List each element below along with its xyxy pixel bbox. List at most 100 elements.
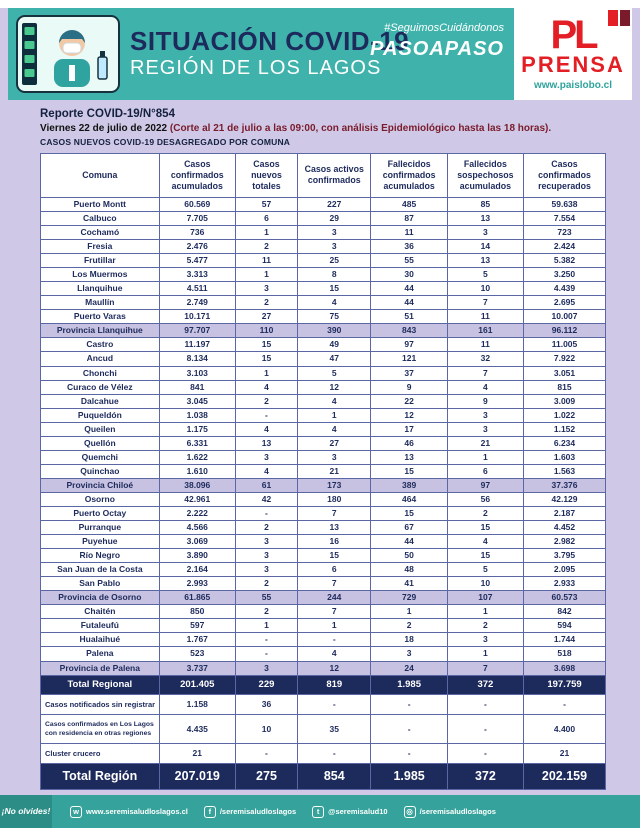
table-row: Ancud 8.134 15 47 121 32 7.922 <box>40 351 606 367</box>
table-row: Puerto Octay 2.222-7 15 2 2.187 <box>40 505 606 522</box>
table-row: Cochamó 736 1 3 11 3 723 <box>40 225 606 241</box>
table-cell: 1.158 <box>158 693 236 715</box>
table-cell: 518 <box>523 646 606 662</box>
table-cell: 12 <box>297 379 372 395</box>
table-cell: 6.331 <box>158 435 236 451</box>
table-cell: - <box>370 743 448 765</box>
table-cell: 44 <box>370 534 448 550</box>
table-cell: 2.187 <box>523 505 606 522</box>
table-row: Frutillar 5.477 11 25 55 13 5.382 <box>40 253 606 269</box>
row-label: Llanquihue <box>40 281 160 297</box>
table-cell: 3.103 <box>158 365 236 381</box>
table-cell: 1.152 <box>523 421 606 437</box>
row-label: Provincia Chiloé <box>40 477 160 493</box>
table-cell: 6 <box>446 463 525 479</box>
paislobo-logo: PL <box>550 12 598 57</box>
table-cell: 15 <box>446 520 525 536</box>
row-label: Curaco de Vélez <box>40 379 160 395</box>
table-cell: 13 <box>297 520 372 536</box>
footer-link-label: @seremisalud10 <box>328 807 388 816</box>
table-cell: 56 <box>446 491 525 507</box>
row-label: Cochamó <box>40 225 160 241</box>
table-cell: 35 <box>297 713 372 745</box>
table-cell: 7 <box>297 604 372 620</box>
table-cell: 4.511 <box>158 281 236 297</box>
table-cell: 42.961 <box>158 491 236 507</box>
row-label: Puerto Varas <box>40 309 160 325</box>
table-cell: 1.022 <box>523 407 606 423</box>
page-title: SITUACIÓN COVID-19 <box>130 26 410 57</box>
table-cell: 2 <box>234 604 299 620</box>
row-label: Los Muermos <box>40 267 160 283</box>
table-cell: - <box>297 743 372 765</box>
prensa-brand-box: PL PRENSA www.paislobo.cl <box>514 8 632 100</box>
footer-link-label: www.seremisaludloslagos.cl <box>86 807 188 816</box>
column-header: Casos nuevos totales <box>234 153 299 198</box>
paso-a-paso-logo: PASOAPASO <box>370 38 504 60</box>
row-label: Fresia <box>40 239 160 255</box>
table-cell: 1 <box>370 604 448 620</box>
table-cell: 202.159 <box>523 763 606 790</box>
table-cell: 61 <box>234 477 299 493</box>
table-cell: 107 <box>446 590 525 606</box>
table-cell: 4 <box>297 393 372 409</box>
report-date-line: Viernes 22 de julio de 2022 (Corte al 21… <box>40 123 640 134</box>
table-cell: 60.569 <box>158 196 236 213</box>
row-label: Casos confirmados en Los Lagos con resid… <box>40 713 160 745</box>
row-label: Cluster crucero <box>40 743 160 765</box>
table-cell: 207.019 <box>158 763 236 790</box>
page-subtitle: REGIÓN DE LOS LAGOS <box>130 56 382 79</box>
table-cell: 842 <box>523 604 606 620</box>
table-cell: 3 <box>234 281 299 297</box>
table-cell: 42 <box>234 491 299 507</box>
table-row: Total Regional 201.405 229 819 1.985 372 197.7… <box>40 674 606 695</box>
report-date: Viernes 22 de julio de 2022 <box>40 123 168 134</box>
table-cell: 16 <box>297 534 372 550</box>
table-cell: 2.164 <box>158 562 236 578</box>
table-cell: 372 <box>446 674 525 695</box>
table-cell: 3 <box>297 449 372 465</box>
table-cell: 3.009 <box>523 393 606 409</box>
table-cell: 3.051 <box>523 365 606 381</box>
table-cell: 27 <box>297 435 372 451</box>
facebook-icon: f <box>203 805 216 818</box>
table-cell: 2.993 <box>158 576 236 592</box>
row-label: Purranque <box>40 520 160 536</box>
table-cell: 7 <box>446 365 525 381</box>
row-label: Dalcahue <box>40 393 160 409</box>
table-row: Provincia Llanquihue 97.707 110 390 843 161 96… <box>40 323 606 339</box>
table-cell: 841 <box>158 379 236 395</box>
table-cell: 97 <box>446 477 525 493</box>
table-cell: 5 <box>446 562 525 578</box>
table-cell: 390 <box>297 323 372 339</box>
table-row: Los Muermos 3.313 1 8 30 5 3.250 <box>40 267 606 283</box>
table-cell: 4.439 <box>523 281 606 297</box>
table-cell: 22 <box>370 393 448 409</box>
table-cell: 1.175 <box>158 421 236 437</box>
table-cell: 3 <box>234 548 299 564</box>
table-cell: 4 <box>446 534 525 550</box>
table-cell: 3.890 <box>158 548 236 564</box>
table-cell: 15 <box>297 281 372 297</box>
table-cell: 244 <box>297 590 372 606</box>
table-cell: 7.705 <box>158 210 236 227</box>
covid-table: Comuna Casos confirmados acumulados Casos … <box>40 153 606 790</box>
table-row: Casos notificados sin registrar 1.158 36- -… <box>40 693 606 715</box>
table-cell: 12 <box>370 407 448 423</box>
table-cell: 3 <box>234 449 299 465</box>
table-cell: - <box>234 407 299 423</box>
table-cell: 13 <box>446 210 525 227</box>
table-cell: 2 <box>234 393 299 409</box>
row-label: Provincia Llanquihue <box>40 323 160 339</box>
table-cell: - <box>234 505 299 522</box>
campaign-hashtag: #SeguimosCuidándonos <box>384 22 504 34</box>
table-cell: 11 <box>234 253 299 269</box>
table-cell: 5.477 <box>158 253 236 269</box>
table-row: Calbuco 7.705 6 29 87 13 7.554 <box>40 210 606 227</box>
table-cell: 15 <box>370 463 448 479</box>
row-label: Hualaihué <box>40 632 160 648</box>
globe-icon: w <box>70 805 82 818</box>
table-cell: 121 <box>370 351 448 367</box>
row-label: Chonchi <box>40 365 160 381</box>
